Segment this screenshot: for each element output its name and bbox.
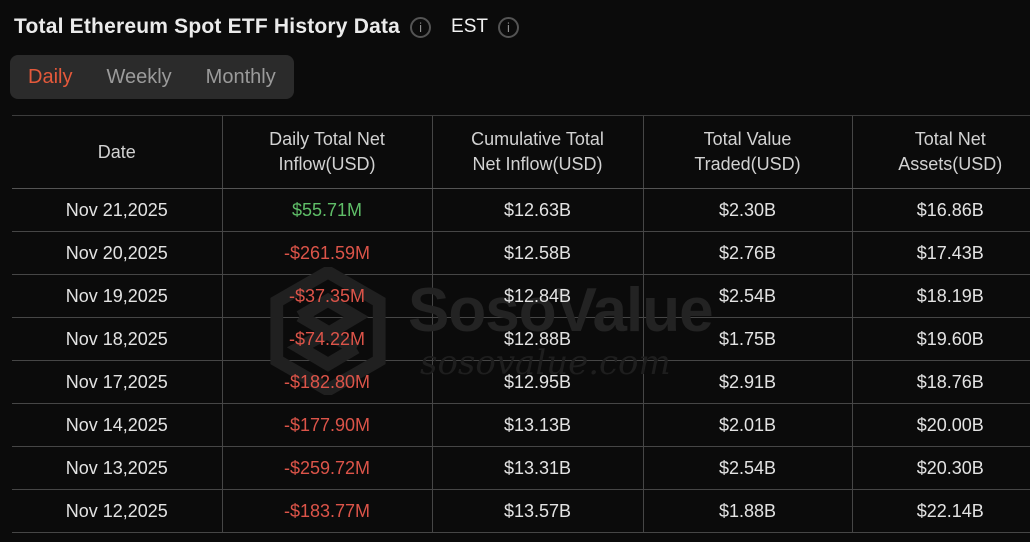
column-header: Total Value Traded(USD)	[642, 115, 852, 189]
value-traded-cell: $2.54B	[642, 446, 852, 490]
daily-net-inflow-cell: $55.71M	[221, 188, 432, 232]
cumulative-net-inflow-cell: $13.13B	[431, 403, 643, 447]
net-assets-cell: $20.00B	[851, 403, 1030, 447]
daily-net-inflow-cell: -$183.77M	[221, 489, 432, 533]
date-cell: Nov 14,2025	[12, 403, 222, 447]
net-assets-cell: $22.14B	[851, 489, 1030, 533]
table-row: Nov 14,2025 -$177.90M $13.13B $2.01B $20.00B	[12, 403, 1030, 447]
value-traded-cell: $2.54B	[642, 274, 852, 318]
cumulative-net-inflow-cell: $12.84B	[431, 274, 643, 318]
net-assets-cell: $18.19B	[851, 274, 1030, 318]
cumulative-net-inflow-cell: $13.57B	[431, 489, 643, 533]
daily-net-inflow-cell: -$261.59M	[221, 231, 432, 275]
cumulative-net-inflow-cell: $12.63B	[431, 188, 643, 232]
table-row: Nov 12,2025 -$183.77M $13.57B $1.88B $22.14B	[12, 489, 1030, 533]
table-header-row: Date Daily Total Net Inflow(USD) Cumulativ…	[12, 115, 1030, 189]
cumulative-net-inflow-cell: $12.88B	[431, 317, 643, 361]
daily-net-inflow-cell: -$182.80M	[221, 360, 432, 404]
date-cell: Nov 21,2025	[12, 188, 222, 232]
date-cell: Nov 20,2025	[12, 231, 222, 275]
cumulative-net-inflow-cell: $12.95B	[431, 360, 643, 404]
date-cell: Nov 13,2025	[12, 446, 222, 490]
table-row: Nov 21,2025 $55.71M $12.63B $2.30B $16.86B	[12, 188, 1030, 232]
column-header: Total Net Assets(USD)	[851, 115, 1030, 189]
table-row: Nov 17,2025 -$182.80M $12.95B $2.91B $18.76B	[12, 360, 1030, 404]
net-assets-cell: $16.86B	[851, 188, 1030, 232]
period-tabs: Daily Weekly Monthly	[10, 55, 294, 99]
value-traded-cell: $2.76B	[642, 231, 852, 275]
column-header: Daily Total Net Inflow(USD)	[221, 115, 432, 189]
daily-net-inflow-cell: -$37.35M	[221, 274, 432, 318]
net-assets-cell: $18.76B	[851, 360, 1030, 404]
cumulative-net-inflow-cell: $13.31B	[431, 446, 643, 490]
tab-daily[interactable]: Daily	[28, 66, 73, 88]
value-traded-cell: $1.75B	[642, 317, 852, 361]
page-title: Total Ethereum Spot ETF History Data	[14, 15, 401, 38]
daily-net-inflow-cell: -$259.72M	[221, 446, 432, 490]
column-header: Cumulative Total Net Inflow(USD)	[431, 115, 643, 189]
value-traded-cell: $2.30B	[642, 188, 852, 232]
net-assets-cell: $19.60B	[851, 317, 1030, 361]
net-assets-cell: $17.43B	[851, 231, 1030, 275]
daily-net-inflow-cell: -$74.22M	[221, 317, 432, 361]
tab-weekly[interactable]: Weekly	[106, 66, 172, 88]
table-row: Nov 13,2025 -$259.72M $13.31B $2.54B $20.30B	[12, 446, 1030, 490]
daily-net-inflow-cell: -$177.90M	[221, 403, 432, 447]
value-traded-cell: $2.01B	[642, 403, 852, 447]
title-info-icon[interactable]: i	[410, 16, 432, 38]
title-row: Total Ethereum Spot ETF History Data i E…	[0, 0, 1030, 44]
date-cell: Nov 19,2025	[12, 274, 222, 318]
cumulative-net-inflow-cell: $12.58B	[431, 231, 643, 275]
etf-history-table-wrap: Date Daily Total Net Inflow(USD) Cumulativ…	[12, 115, 1030, 533]
table-row: Nov 18,2025 -$74.22M $12.88B $1.75B $19.60B	[12, 317, 1030, 361]
date-cell: Nov 12,2025	[12, 489, 222, 533]
value-traded-cell: $2.91B	[642, 360, 852, 404]
etf-history-table: Date Daily Total Net Inflow(USD) Cumulativ…	[12, 115, 1030, 533]
column-header: Date	[12, 115, 222, 189]
timezone-label: EST	[451, 16, 488, 37]
tab-monthly[interactable]: Monthly	[205, 66, 276, 88]
value-traded-cell: $1.88B	[642, 489, 852, 533]
timezone-info-icon[interactable]: i	[497, 16, 519, 38]
table-row: Nov 19,2025 -$37.35M $12.84B $2.54B $18.19B	[12, 274, 1030, 318]
table-row: Nov 20,2025 -$261.59M $12.58B $2.76B $17.43B	[12, 231, 1030, 275]
date-cell: Nov 17,2025	[12, 360, 222, 404]
net-assets-cell: $20.30B	[851, 446, 1030, 490]
date-cell: Nov 18,2025	[12, 317, 222, 361]
